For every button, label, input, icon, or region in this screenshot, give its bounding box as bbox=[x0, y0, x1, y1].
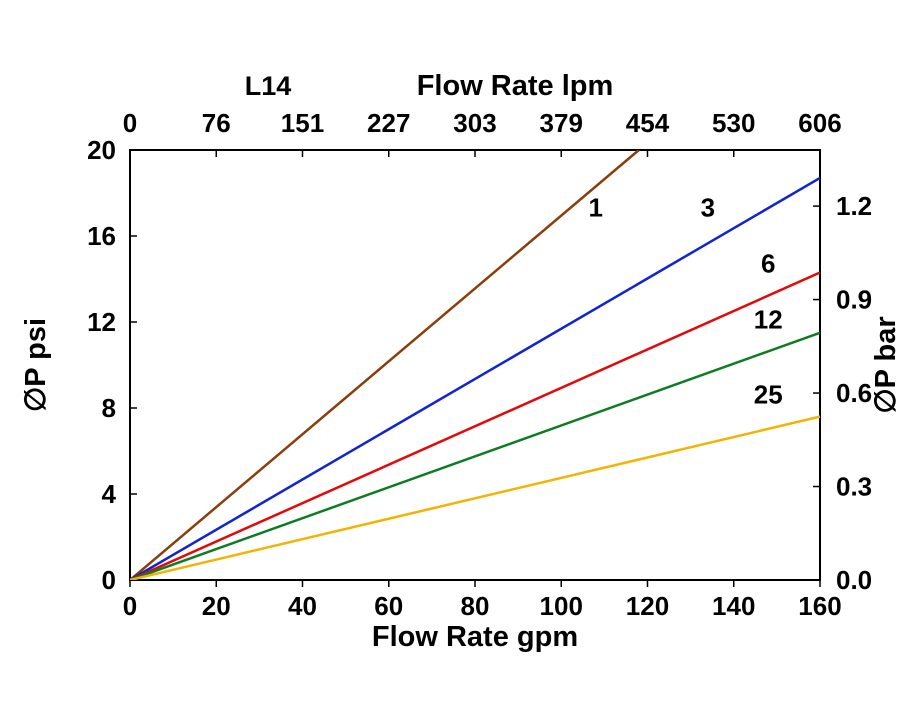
series-line-25 bbox=[130, 417, 820, 580]
series-line-12 bbox=[130, 333, 820, 580]
xtick-top-label: 76 bbox=[202, 108, 231, 138]
xtick-top-label: 0 bbox=[123, 108, 137, 138]
xtick-bottom-label: 60 bbox=[374, 591, 403, 621]
x-top-pre: L14 bbox=[245, 71, 292, 101]
xtick-top-label: 454 bbox=[626, 108, 670, 138]
series-label-6: 6 bbox=[761, 249, 775, 279]
x-bottom-title: Flow Rate gpm bbox=[372, 621, 578, 653]
ytick-left-label: 20 bbox=[87, 135, 116, 165]
xtick-top-label: 606 bbox=[798, 108, 841, 138]
series-line-1 bbox=[130, 150, 639, 580]
xtick-top-label: 530 bbox=[712, 108, 755, 138]
xtick-bottom-label: 100 bbox=[540, 591, 583, 621]
xtick-bottom-label: 120 bbox=[626, 591, 669, 621]
series-label-3: 3 bbox=[701, 193, 715, 223]
x-top-title: Flow Rate lpm bbox=[417, 70, 614, 102]
series-label-25: 25 bbox=[754, 380, 783, 410]
xtick-bottom-label: 40 bbox=[288, 591, 317, 621]
series-line-6 bbox=[130, 273, 820, 580]
ytick-right-label: 0.9 bbox=[836, 285, 872, 315]
ytick-left-label: 12 bbox=[87, 307, 116, 337]
series-label-1: 1 bbox=[589, 193, 603, 223]
y-left-title: ∅P psi bbox=[20, 318, 52, 412]
xtick-bottom-label: 20 bbox=[202, 591, 231, 621]
ytick-left-label: 4 bbox=[102, 479, 117, 509]
ytick-right-label: 0.6 bbox=[836, 378, 872, 408]
ytick-right-label: 0.3 bbox=[836, 472, 872, 502]
xtick-top-label: 227 bbox=[367, 108, 410, 138]
ytick-left-label: 16 bbox=[87, 221, 116, 251]
xtick-top-label: 379 bbox=[540, 108, 583, 138]
ytick-right-label: 0.0 bbox=[836, 565, 872, 595]
series-label-12: 12 bbox=[754, 304, 783, 334]
ytick-left-label: 0 bbox=[102, 565, 116, 595]
series-line-3 bbox=[130, 178, 820, 580]
y-right-title: ∅P bar bbox=[870, 316, 902, 413]
xtick-bottom-label: 80 bbox=[461, 591, 490, 621]
ytick-left-label: 8 bbox=[102, 393, 116, 423]
plot-frame bbox=[130, 150, 820, 580]
ytick-right-label: 1.2 bbox=[836, 191, 872, 221]
xtick-bottom-label: 140 bbox=[712, 591, 755, 621]
xtick-bottom-label: 0 bbox=[123, 591, 137, 621]
chart-svg: 0204060801001201401600761512273033794545… bbox=[0, 0, 908, 702]
flow-pressure-chart: 0204060801001201401600761512273033794545… bbox=[0, 0, 908, 702]
xtick-top-label: 303 bbox=[453, 108, 496, 138]
xtick-bottom-label: 160 bbox=[798, 591, 841, 621]
xtick-top-label: 151 bbox=[281, 108, 324, 138]
